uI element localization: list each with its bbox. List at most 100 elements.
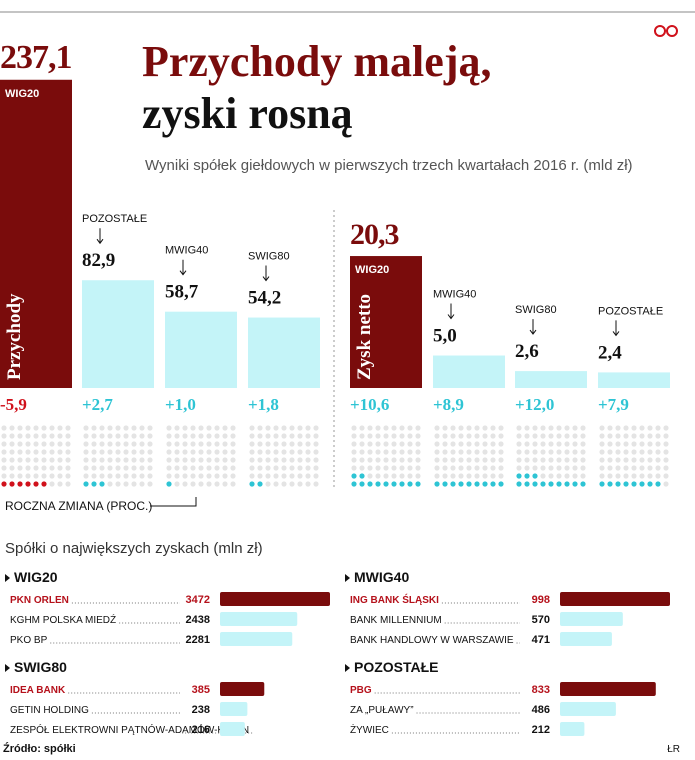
dot — [206, 449, 212, 455]
dot — [305, 481, 311, 487]
category-label: WIG20 — [355, 264, 389, 276]
dot — [532, 481, 538, 487]
dot — [123, 473, 129, 479]
dot — [230, 481, 236, 487]
category-label: SWIG80 — [248, 251, 290, 263]
dot — [25, 433, 31, 439]
dot — [257, 425, 263, 431]
company-name: KGHM POLSKA MIEDŹ — [10, 613, 116, 626]
dot — [399, 457, 405, 463]
dot — [623, 441, 629, 447]
dot — [123, 425, 129, 431]
dot — [190, 465, 196, 471]
dot — [466, 441, 472, 447]
dot — [83, 425, 89, 431]
dot — [442, 481, 448, 487]
dot — [313, 425, 319, 431]
dot — [655, 481, 661, 487]
dot — [450, 465, 456, 471]
dot — [49, 433, 55, 439]
dot — [498, 433, 504, 439]
dot — [91, 465, 97, 471]
change-label: +12,0 — [515, 395, 554, 414]
dot — [17, 449, 23, 455]
dot — [532, 457, 538, 463]
dot — [615, 481, 621, 487]
dot — [222, 465, 228, 471]
dot — [281, 465, 287, 471]
dot — [57, 457, 63, 463]
dot — [249, 441, 255, 447]
dot — [458, 481, 464, 487]
dot — [115, 457, 121, 463]
dot — [540, 449, 546, 455]
dot — [450, 457, 456, 463]
dot — [305, 449, 311, 455]
panel-title: MWIG40 — [354, 569, 409, 585]
dot — [564, 473, 570, 479]
dot — [190, 433, 196, 439]
dot — [166, 465, 172, 471]
dot — [407, 481, 413, 487]
dot — [623, 433, 629, 439]
dot — [615, 425, 621, 431]
dot — [1, 449, 7, 455]
dot — [415, 449, 421, 455]
change-label: +1,0 — [165, 395, 196, 414]
dot — [607, 481, 613, 487]
dot — [222, 441, 228, 447]
bullet — [5, 574, 10, 582]
change-dots — [434, 425, 504, 487]
dot — [41, 441, 47, 447]
change-dots — [599, 425, 669, 487]
dot — [466, 449, 472, 455]
dot — [599, 457, 605, 463]
dot — [91, 473, 97, 479]
company-name: PBG — [350, 685, 372, 696]
value-label: 2,6 — [515, 341, 539, 362]
dot — [49, 441, 55, 447]
dot — [214, 481, 220, 487]
company-value: 2281 — [186, 634, 210, 646]
dot — [450, 449, 456, 455]
dot — [25, 425, 31, 431]
bar — [0, 79, 72, 389]
dot — [458, 457, 464, 463]
dot — [190, 441, 196, 447]
dot — [647, 473, 653, 479]
dot — [25, 441, 31, 447]
change-dots — [249, 425, 319, 487]
dot — [297, 425, 303, 431]
dot — [99, 449, 105, 455]
dot — [572, 481, 578, 487]
dot — [123, 449, 129, 455]
dot — [139, 449, 145, 455]
dot — [450, 425, 456, 431]
dot — [599, 449, 605, 455]
dot — [198, 449, 204, 455]
dot — [399, 425, 405, 431]
dot — [206, 425, 212, 431]
dot — [17, 441, 23, 447]
dot — [198, 433, 204, 439]
dot — [297, 473, 303, 479]
change-label: +7,9 — [598, 395, 629, 414]
dot — [281, 433, 287, 439]
dot — [442, 465, 448, 471]
dot — [83, 457, 89, 463]
dot — [49, 425, 55, 431]
dot — [663, 433, 669, 439]
dot — [516, 441, 522, 447]
dot — [230, 465, 236, 471]
dot — [289, 457, 295, 463]
dot — [580, 465, 586, 471]
dot — [115, 481, 121, 487]
dot — [41, 425, 47, 431]
bullet — [5, 664, 10, 672]
dot — [540, 481, 546, 487]
dot — [359, 441, 365, 447]
dot — [599, 441, 605, 447]
dot — [9, 481, 15, 487]
dot — [434, 433, 440, 439]
dot — [407, 433, 413, 439]
